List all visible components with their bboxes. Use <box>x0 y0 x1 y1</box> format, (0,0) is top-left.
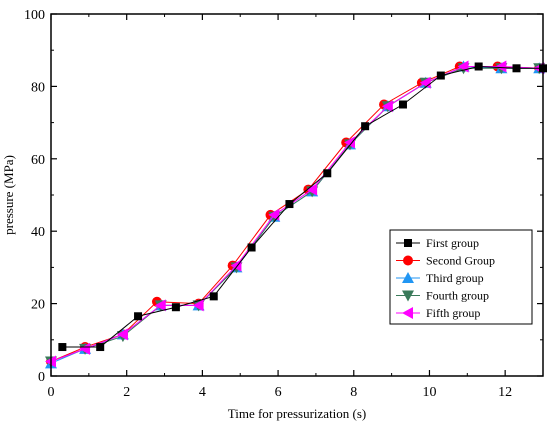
x-tick-label: 6 <box>275 385 282 400</box>
data-point <box>436 71 445 80</box>
series-line <box>62 65 543 348</box>
legend-marker <box>402 272 414 283</box>
y-tick-label: 40 <box>31 225 45 240</box>
axis-ticks: 0 2 4 6 8 10 12 0 20 40 60 80 100 <box>24 8 543 400</box>
legend-item: Fourth group <box>396 289 489 303</box>
legend-item: Third group <box>396 271 484 285</box>
x-tick-label: 10 <box>422 385 436 400</box>
data-point <box>171 303 180 312</box>
x-tick-label: 0 <box>48 385 55 400</box>
legend-label: Fifth group <box>426 306 480 320</box>
data-point <box>306 183 318 196</box>
data-point <box>154 299 166 312</box>
series-1 <box>58 62 547 352</box>
y-axis-label: pressure (MPa) <box>1 155 16 235</box>
x-tick-label: 12 <box>498 385 512 400</box>
y-tick-label: 0 <box>38 370 45 385</box>
data-point <box>192 299 204 312</box>
data-point <box>209 292 218 301</box>
data-point <box>512 64 521 73</box>
x-tick-label: 4 <box>199 385 206 400</box>
legend-label: Third group <box>426 271 484 285</box>
data-point <box>381 100 393 113</box>
x-tick-label: 2 <box>123 385 130 400</box>
y-tick-label: 80 <box>31 80 45 95</box>
legend-marker <box>402 307 413 319</box>
x-axis-label: Time for pressurization (s) <box>228 406 367 421</box>
y-tick-label: 100 <box>24 8 45 23</box>
legend-marker <box>404 239 412 247</box>
data-point <box>323 169 332 178</box>
legend-label: Second Group <box>426 254 495 268</box>
legend-box <box>389 229 533 325</box>
data-point <box>134 312 143 321</box>
y-tick-label: 20 <box>31 298 45 313</box>
data-point <box>474 62 483 71</box>
data-point <box>58 343 67 352</box>
legend-label: Fourth group <box>426 289 489 303</box>
legend-item: First group <box>396 236 479 250</box>
plot-layer <box>45 60 547 369</box>
data-point <box>96 343 105 352</box>
x-tick-label: 8 <box>350 385 357 400</box>
data-point <box>343 136 355 149</box>
y-tick-label: 60 <box>31 153 45 168</box>
data-point <box>116 328 128 341</box>
data-point <box>285 200 294 209</box>
legend-item: Fifth group <box>396 306 480 320</box>
legend: First group Second Group Third group Fourth… <box>389 229 533 325</box>
data-point <box>268 208 280 221</box>
data-point <box>247 243 256 252</box>
data-point <box>79 342 91 355</box>
data-point <box>361 122 370 131</box>
legend-label: First group <box>426 236 479 250</box>
data-point <box>230 259 242 272</box>
data-point <box>398 100 407 109</box>
legend-item: Second Group <box>396 254 495 268</box>
legend-marker <box>402 290 414 302</box>
legend-marker <box>403 255 413 266</box>
data-point <box>495 60 507 73</box>
